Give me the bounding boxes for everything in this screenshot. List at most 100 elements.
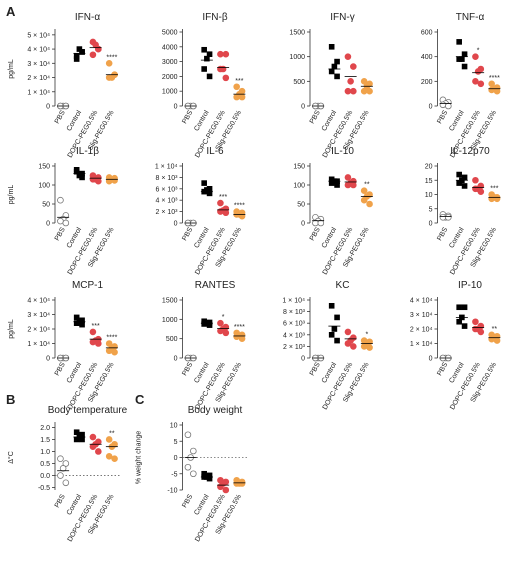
data-point <box>461 174 468 181</box>
y-tick-label: 0 <box>174 221 178 228</box>
chart-title: Body temperature <box>48 405 128 416</box>
y-tick-label: 1500 <box>289 30 305 37</box>
y-tick-label: 0 <box>429 356 433 363</box>
data-point <box>439 101 447 109</box>
data-point <box>317 219 325 227</box>
data-point <box>472 185 479 193</box>
x-tick-label: Control <box>193 493 211 516</box>
data-point <box>350 87 357 95</box>
chart-title: IFN-α <box>75 12 100 23</box>
data-point <box>461 304 468 311</box>
data-point <box>474 68 482 75</box>
chart-title: IFN-γ <box>330 12 354 23</box>
x-tick-label: Control <box>321 226 339 249</box>
data-point <box>233 480 240 487</box>
y-tick-label: 3 × 10⁴ <box>27 61 50 68</box>
data-point <box>217 65 224 73</box>
data-point <box>89 338 97 346</box>
data-point <box>328 68 335 75</box>
x-tick-label: PBS <box>436 109 449 125</box>
x-tick-label: PBS <box>309 226 322 242</box>
y-tick-label: -5 <box>171 471 177 478</box>
y-tick-label: 1 × 10⁴ <box>27 341 50 348</box>
y-axis-label: Δ°C <box>7 451 15 464</box>
data-point <box>461 51 468 57</box>
significance: ** <box>109 430 115 437</box>
y-tick-label: 0 <box>46 221 50 228</box>
y-axis-label: pg/mL <box>8 59 15 79</box>
chart-title: IP-10 <box>458 280 482 291</box>
data-point <box>222 209 230 217</box>
significance: * <box>222 314 225 321</box>
data-point <box>217 319 224 327</box>
data-point <box>456 304 462 311</box>
y-tick-label: 200 <box>421 79 433 86</box>
y-tick-label: 0 <box>46 104 50 111</box>
y-tick-label: 1 × 10⁴ <box>410 341 433 348</box>
panel-label: C <box>135 392 145 407</box>
data-point <box>456 171 462 178</box>
data-point <box>360 87 368 95</box>
data-point <box>57 472 64 479</box>
significance: *** <box>490 186 498 193</box>
y-tick-label: 5000 <box>162 30 178 37</box>
y-tick-label: 1 × 10⁴ <box>155 164 178 171</box>
data-point <box>477 188 485 195</box>
data-point <box>73 436 80 443</box>
data-point <box>445 102 452 110</box>
y-tick-label: 50 <box>297 202 305 209</box>
y-tick-label: 0 <box>301 221 305 228</box>
data-point <box>111 455 118 463</box>
data-point <box>331 326 338 332</box>
data-point <box>111 177 118 184</box>
data-point <box>456 56 462 62</box>
chart-title: Body weight <box>188 405 243 416</box>
x-tick-label: PBS <box>181 361 194 377</box>
data-point <box>89 443 97 450</box>
y-tick-label: 600 <box>421 30 433 37</box>
data-point <box>334 337 340 344</box>
data-point <box>206 51 213 57</box>
y-tick-label: 4 × 10⁴ <box>27 47 50 54</box>
y-axis-label: % weight change <box>136 431 143 484</box>
y-tick-label: 2 × 10⁴ <box>410 327 433 334</box>
data-point <box>488 195 495 203</box>
significance: *** <box>219 194 227 201</box>
data-point <box>190 447 197 455</box>
data-point <box>73 168 80 175</box>
data-point <box>477 80 485 88</box>
y-tick-label: 0 <box>174 455 178 462</box>
y-tick-label: 8 × 10³ <box>283 309 306 316</box>
data-point <box>206 322 213 328</box>
data-point <box>472 78 479 85</box>
y-tick-label: 1.5 <box>40 437 50 444</box>
x-tick-label: PBS <box>54 361 67 377</box>
data-point <box>73 53 80 59</box>
y-tick-label: 5 × 10⁴ <box>27 32 50 39</box>
y-tick-label: 100 <box>38 183 50 190</box>
significance: ** <box>492 326 498 333</box>
data-point <box>461 183 468 189</box>
x-tick-label: PBS <box>309 361 322 377</box>
data-point <box>360 343 368 350</box>
data-point <box>360 196 368 204</box>
panel-label: A <box>6 4 16 19</box>
data-point <box>57 217 64 225</box>
y-tick-label: 3 × 10⁴ <box>27 312 50 319</box>
data-point <box>344 53 352 60</box>
data-point <box>328 303 335 309</box>
y-tick-label: 4 × 10⁴ <box>410 298 433 305</box>
x-tick-label: Control <box>448 109 466 132</box>
data-point <box>95 45 102 53</box>
x-tick-label: PBS <box>436 226 449 242</box>
y-tick-label: 0 <box>174 104 178 111</box>
y-tick-label: 0 <box>301 356 305 363</box>
y-tick-label: 500 <box>166 336 178 343</box>
data-point <box>79 321 85 328</box>
data-point <box>204 55 210 62</box>
y-tick-label: 6 × 10³ <box>156 186 179 193</box>
y-tick-label: 150 <box>293 164 305 171</box>
data-point <box>488 86 495 94</box>
chart-title: IFN-β <box>202 12 227 23</box>
y-tick-label: 50 <box>42 202 50 209</box>
